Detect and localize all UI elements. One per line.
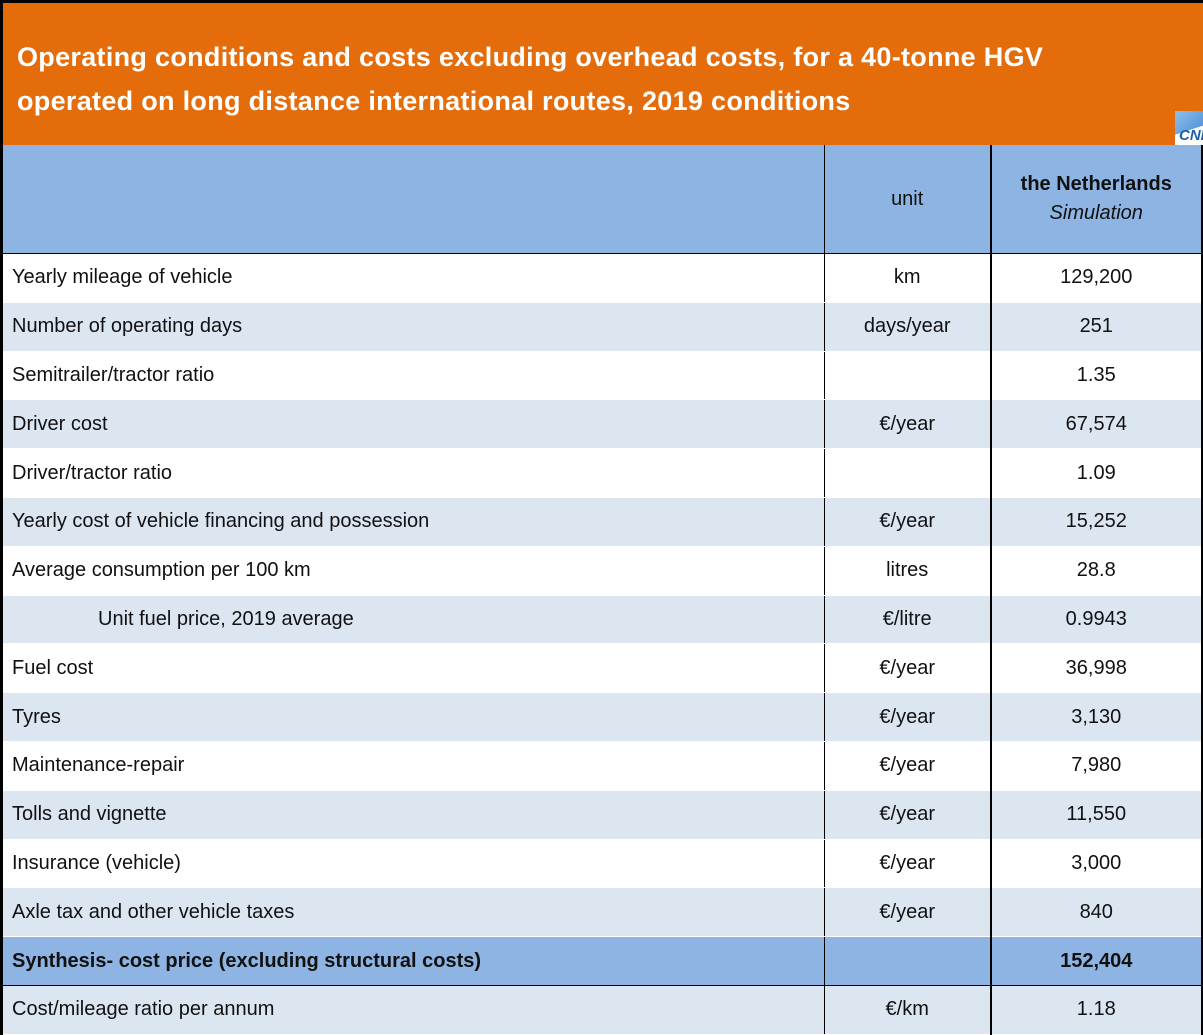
table-body: unit the Netherlands Simulation Yearly mi…	[1, 145, 1203, 1035]
table-row: Maintenance-repair €/year 7,980	[1, 741, 1203, 791]
table-cell: Tolls and vignette	[1, 790, 825, 840]
table-cell: Maintenance-repair	[1, 741, 825, 791]
table-cell: litres	[823, 546, 991, 596]
table-cell	[823, 351, 991, 401]
table-cell: Axle tax and other vehicle taxes	[1, 887, 825, 938]
table-cell: €/year	[823, 643, 991, 694]
table-cell: 251	[989, 302, 1203, 352]
table-cell: Yearly mileage of vehicle	[1, 253, 825, 303]
table-cell: 67,574	[989, 399, 1203, 450]
logo-text: CNR	[1179, 127, 1203, 144]
column-subtitle: Simulation	[1049, 202, 1143, 224]
table-cell: Unit fuel price, 2019 average	[1, 595, 825, 645]
table-cell: €/year	[823, 790, 991, 840]
table-row: Axle tax and other vehicle taxes €/year 84…	[1, 887, 1203, 938]
table-row: Semitrailer/tractor ratio 1.35	[1, 351, 1203, 401]
table-cell: €/year	[823, 839, 991, 889]
table-cell: €/year	[823, 399, 991, 450]
table-cell: Average consumption per 100 km	[1, 546, 825, 596]
table-cell: Number of operating days	[1, 302, 825, 352]
table-cell: days/year	[823, 302, 991, 352]
table-cell: Synthesis- cost price (excluding structu…	[1, 936, 825, 986]
logo: CNR	[1175, 111, 1203, 145]
table-row: Fuel cost €/year 36,998	[1, 643, 1203, 694]
table-cell	[823, 936, 991, 986]
table-cell: Tyres	[1, 692, 825, 742]
header-cell: the Netherlands Simulation	[989, 145, 1203, 254]
table-cell: 28.8	[989, 546, 1203, 596]
table-row: Cost/mileage ratio per annum €/km 1.18	[1, 985, 1203, 1035]
table-cell: 840	[989, 887, 1203, 938]
table-row: Number of operating days days/year 251	[1, 302, 1203, 352]
table-row: Unit fuel price, 2019 average €/litre 0.99…	[1, 595, 1203, 645]
table-cell: Cost/mileage ratio per annum	[1, 985, 825, 1035]
table-cell: 1.18	[989, 985, 1203, 1035]
table-row: Synthesis- cost price (excluding structu…	[1, 936, 1203, 986]
table-cell: €/litre	[823, 595, 991, 645]
table-row: Tolls and vignette €/year 11,550	[1, 790, 1203, 840]
table-cell: Driver/tractor ratio	[1, 448, 825, 498]
table-cell: 15,252	[989, 497, 1203, 547]
table-cell: €/year	[823, 887, 991, 938]
header-cell: unit	[823, 145, 991, 254]
table-row: Yearly mileage of vehicle km 129,200	[1, 253, 1203, 303]
table-cell: 0.9943	[989, 595, 1203, 645]
table-cell: 152,404	[989, 936, 1203, 986]
table-row: Insurance (vehicle) €/year 3,000	[1, 839, 1203, 889]
table-row: Driver cost €/year 67,574	[1, 399, 1203, 450]
table-cell: 7,980	[989, 741, 1203, 791]
table-row: Yearly cost of vehicle financing and pos…	[1, 497, 1203, 547]
table-cell: 3,130	[989, 692, 1203, 742]
table-cell: Semitrailer/tractor ratio	[1, 351, 825, 401]
table-cell: 36,998	[989, 643, 1203, 694]
header-row: unit the Netherlands Simulation	[1, 145, 1203, 254]
table-cell: 1.35	[989, 351, 1203, 401]
column-title: the Netherlands	[1020, 173, 1172, 195]
table-cell: Yearly cost of vehicle financing and pos…	[1, 497, 825, 547]
table-cell	[823, 448, 991, 498]
table-cell: 1.09	[989, 448, 1203, 498]
table-cell: €/year	[823, 692, 991, 742]
table-row: Tyres €/year 3,130	[1, 692, 1203, 742]
table-cell: 129,200	[989, 253, 1203, 303]
table-cell: Driver cost	[1, 399, 825, 450]
table-cell: €/year	[823, 741, 991, 791]
table-row: Driver/tractor ratio 1.09	[1, 448, 1203, 498]
table-cell: Insurance (vehicle)	[1, 839, 825, 889]
table-cell: 11,550	[989, 790, 1203, 840]
table-cell: Fuel cost	[1, 643, 825, 694]
table-cell: km	[823, 253, 991, 303]
table-cell: €/km	[823, 985, 991, 1035]
cost-table: unit the Netherlands Simulation Yearly mi…	[0, 145, 1203, 1035]
table-row: Average consumption per 100 km litres 28.8	[1, 546, 1203, 596]
header-cell	[1, 145, 825, 254]
title: Operating conditions and costs excluding…	[17, 42, 1044, 116]
title-bar: Operating conditions and costs excluding…	[0, 0, 1203, 145]
table-cell: €/year	[823, 497, 991, 547]
table-cell: 3,000	[989, 839, 1203, 889]
